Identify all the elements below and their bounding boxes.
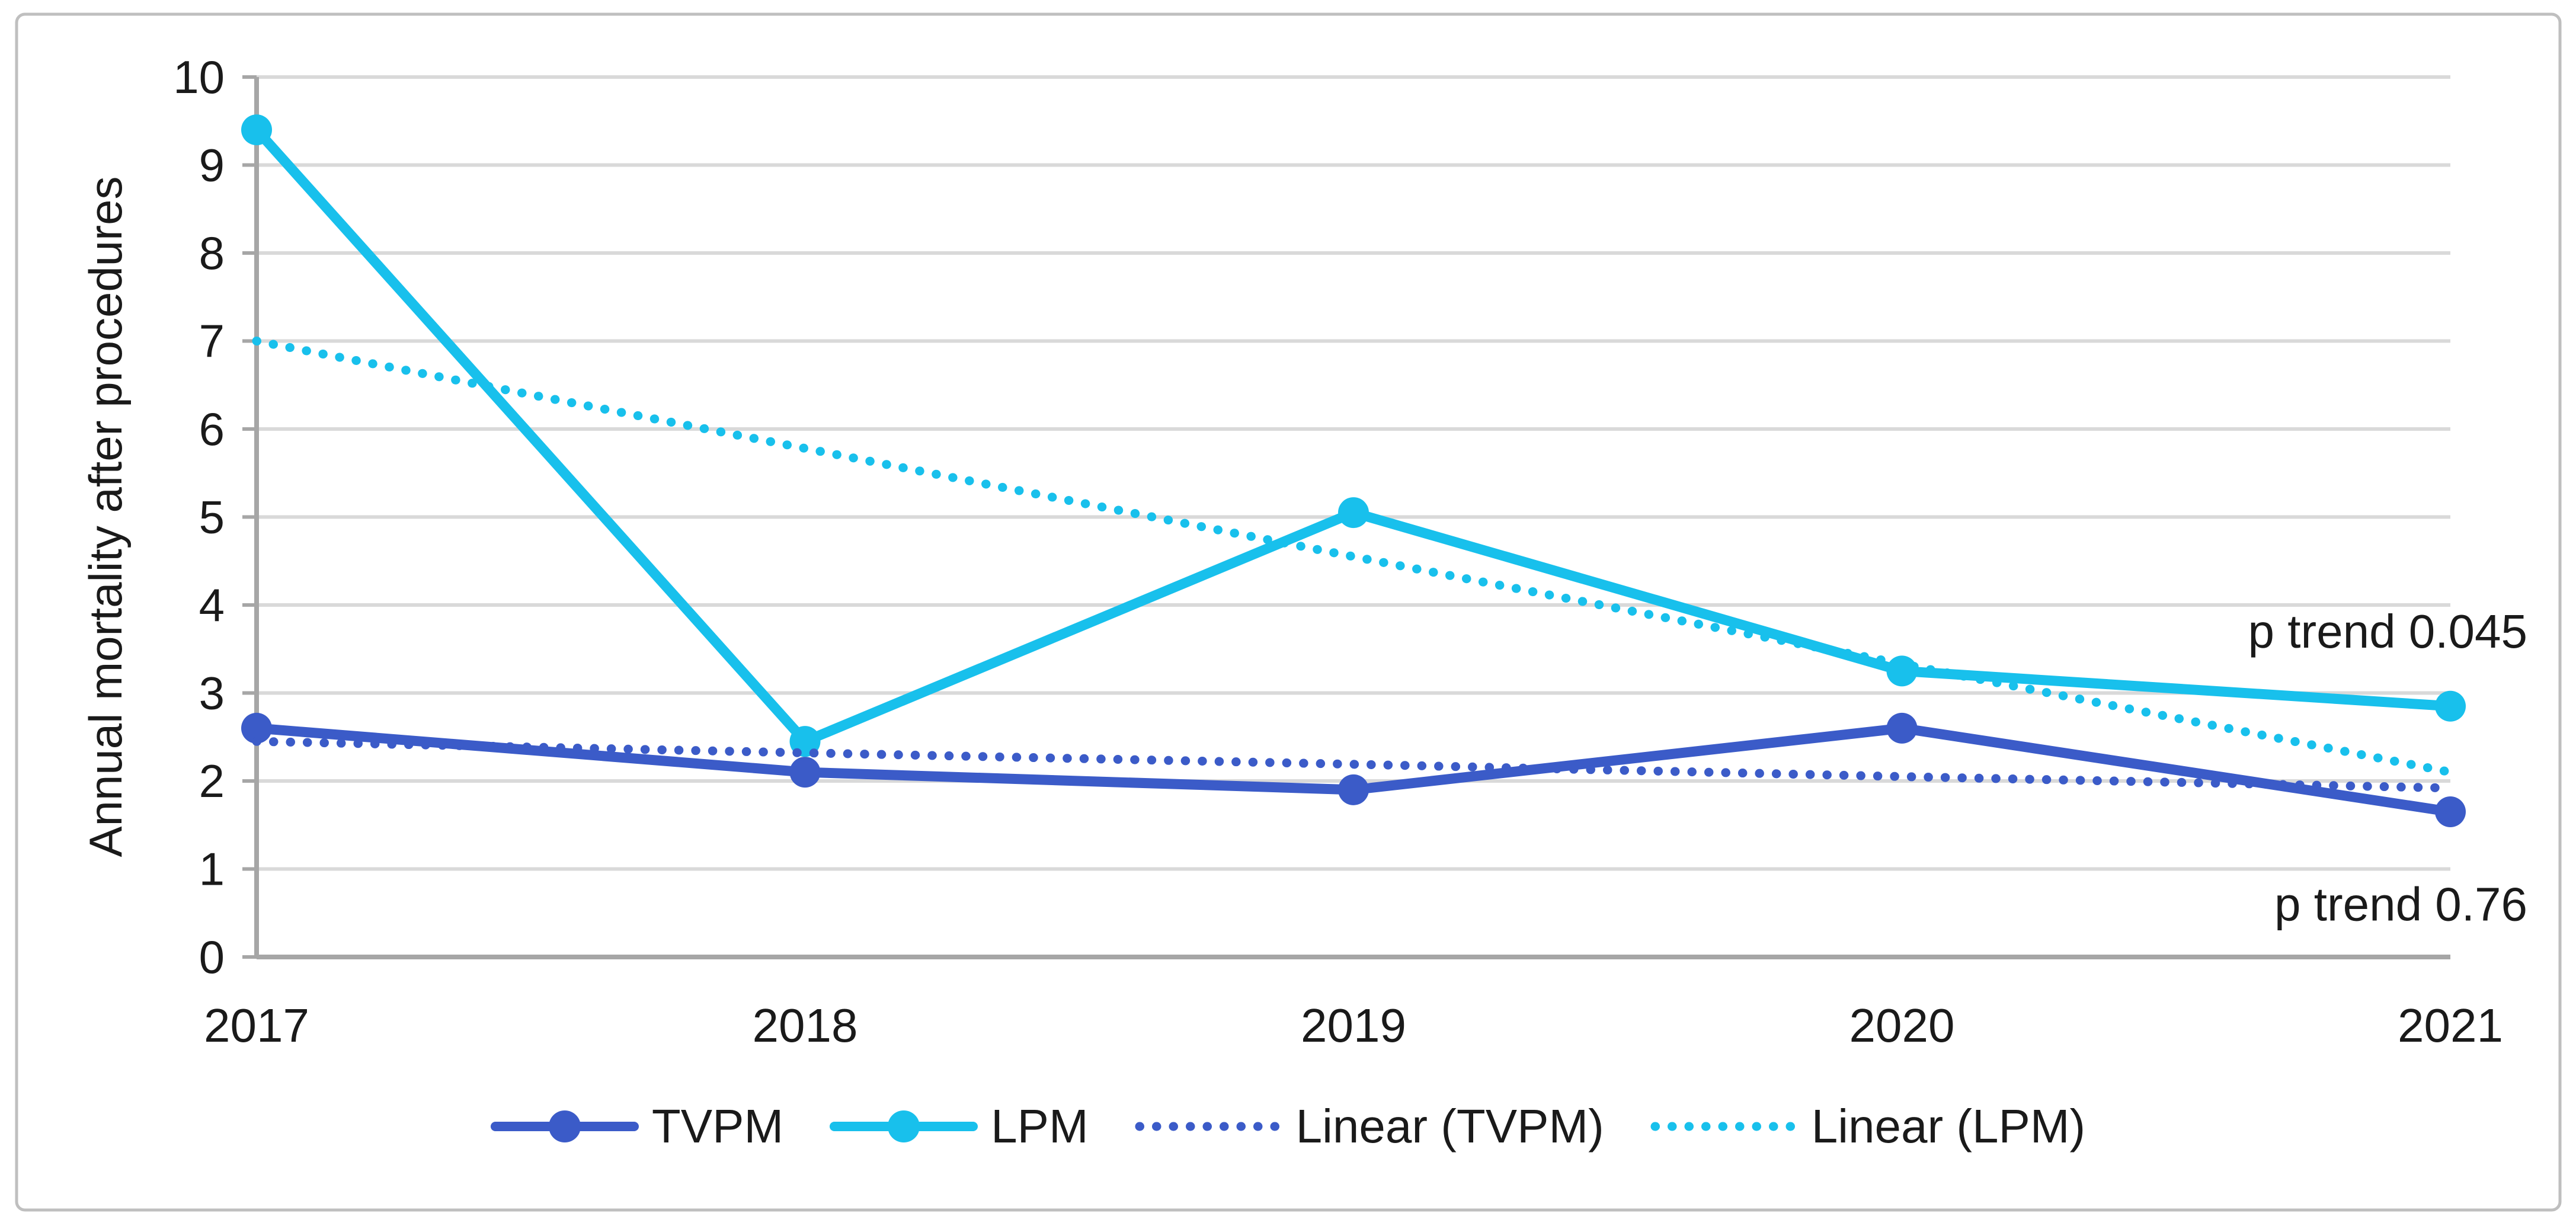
x-tick-label: 2019 (1301, 999, 1406, 1052)
legend-swatch-marker (888, 1110, 920, 1142)
dotted-line-swatch-icon-linear-lpm (1650, 1122, 1799, 1131)
y-tick-label: 7 (199, 315, 225, 367)
dotted-line-swatch-icon-linear-tvpm (1135, 1122, 1283, 1131)
legend-item-linear-tvpm: Linear (TVPM) (1135, 1099, 1604, 1154)
y-tick-label: 5 (199, 491, 225, 543)
y-tick-label: 3 (199, 667, 225, 719)
data-point-lpm (1338, 497, 1369, 529)
y-tick-label: 2 (199, 755, 225, 807)
data-point-tvpm (2435, 796, 2466, 827)
p-trend-annotation: p trend 0.045 (2248, 605, 2527, 658)
legend-item-label: TVPM (651, 1100, 784, 1153)
x-tick-label: 2020 (1849, 999, 1955, 1052)
line-marker-swatch-icon-tvpm (490, 1110, 639, 1142)
series-line-linear-tvpm (252, 737, 2455, 793)
legend-item-linear-lpm: Linear (LPM) (1650, 1099, 2085, 1154)
y-tick-label: 1 (199, 843, 225, 895)
y-tick-label: 4 (199, 579, 225, 631)
annotations: p trend 0.045 p trend 0.76 (2248, 605, 2527, 930)
y-tick-label: 10 (173, 51, 225, 103)
legend-item-label: Linear (LPM) (1811, 1100, 2086, 1153)
y-axis-tick-labels: 0 1 2 3 4 5 6 7 8 9 10 (173, 51, 225, 983)
figure-border (15, 12, 2562, 1212)
x-axis-tick-labels: 2017 2018 2019 2020 2021 (204, 999, 2503, 1052)
x-tick-label: 2021 (2398, 999, 2503, 1052)
series-line-linear-lpm (252, 337, 2455, 777)
legend-item-label: Linear (TVPM) (1295, 1100, 1604, 1153)
data-point-lpm (2435, 690, 2466, 722)
x-tick-label: 2018 (753, 999, 858, 1052)
y-tick-label: 0 (199, 931, 225, 983)
legend-item-label: LPM (991, 1100, 1089, 1153)
y-tick-label: 9 (199, 139, 225, 191)
data-point-lpm (241, 114, 272, 146)
y-tick-label: 8 (199, 227, 225, 279)
p-trend-annotation: p trend 0.76 (2274, 878, 2527, 930)
data-point-tvpm (1886, 712, 1918, 744)
y-tick-label: 6 (199, 403, 225, 455)
axes (242, 75, 2450, 959)
legend-item-lpm: LPM (830, 1099, 1089, 1154)
data-point-tvpm (789, 757, 821, 788)
legend-swatch-marker (548, 1110, 581, 1142)
x-tick-label: 2017 (204, 999, 309, 1052)
series-lines (241, 114, 2466, 827)
y-axis-title: Annual mortality after procedures (79, 177, 132, 857)
data-point-lpm (1886, 655, 1918, 687)
legend-item-tvpm: TVPM (490, 1099, 784, 1154)
legend: TVPM LPM Linear (TVPM) Linear (LPM) (0, 1094, 2576, 1159)
data-point-tvpm (241, 712, 272, 744)
data-point-tvpm (1338, 774, 1369, 805)
line-marker-swatch-icon-lpm (830, 1110, 978, 1142)
